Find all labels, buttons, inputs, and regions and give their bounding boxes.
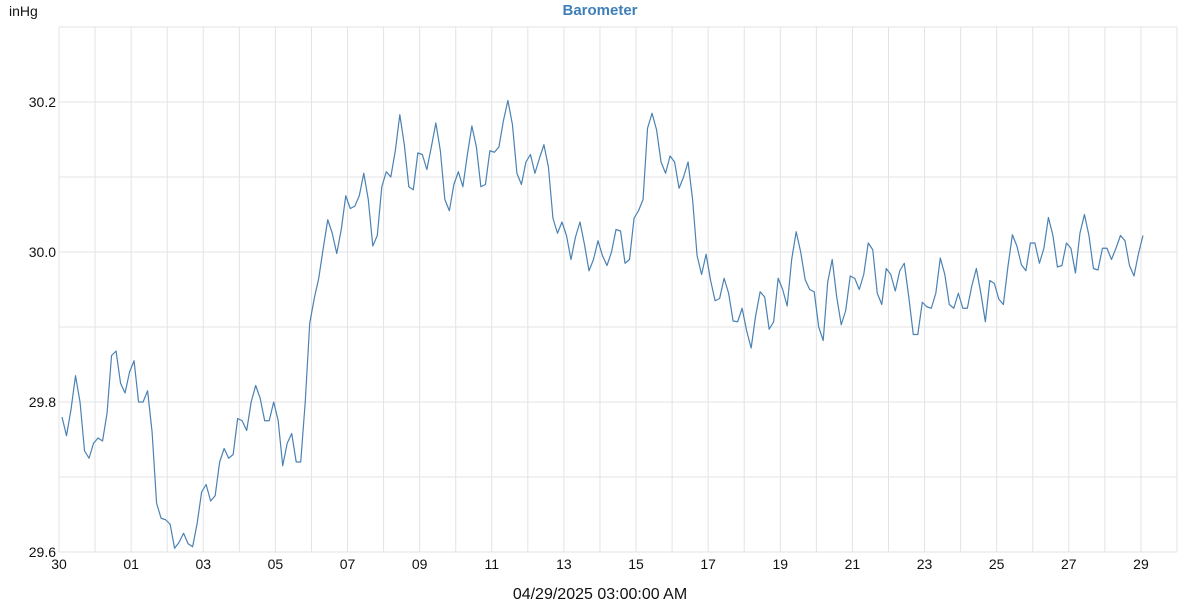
x-tick-label: 11	[485, 556, 500, 572]
y-tick-label: 30.0	[29, 244, 56, 260]
y-axis-ticks: 29.6 29.8 30.0 30.2	[29, 94, 56, 560]
x-tick-label: 15	[628, 556, 644, 572]
x-tick-label: 25	[989, 556, 1005, 572]
y-tick-label: 29.6	[29, 544, 56, 560]
chart-title: Barometer	[562, 2, 637, 19]
x-tick-label: 09	[412, 556, 428, 572]
x-tick-label: 19	[773, 556, 789, 572]
x-axis-ticks: 30 01 03 05 07 09 11 13 15 17 19 21 23 25 27 29	[51, 556, 1149, 572]
grid-lines	[58, 26, 1178, 553]
x-tick-label: 13	[556, 556, 572, 572]
x-tick-label: 17	[700, 556, 716, 572]
series-layer	[61, 99, 1144, 549]
y-tick-label: 29.8	[29, 394, 56, 410]
series-line	[61, 99, 1144, 549]
x-tick-label: 07	[340, 556, 356, 572]
x-tick-label: 23	[917, 556, 933, 572]
x-tick-label: 30	[51, 556, 67, 572]
x-tick-label: 29	[1133, 556, 1149, 572]
x-tick-label: 01	[123, 556, 139, 572]
y-tick-label: 30.2	[29, 94, 56, 110]
x-tick-label: 27	[1061, 556, 1077, 572]
y-axis-unit-label: inHg	[9, 3, 38, 19]
x-axis-label: 04/29/2025 03:00:00 AM	[513, 586, 687, 600]
x-tick-label: 03	[195, 556, 211, 572]
x-tick-label: 21	[845, 556, 861, 572]
x-tick-label: 05	[268, 556, 284, 572]
